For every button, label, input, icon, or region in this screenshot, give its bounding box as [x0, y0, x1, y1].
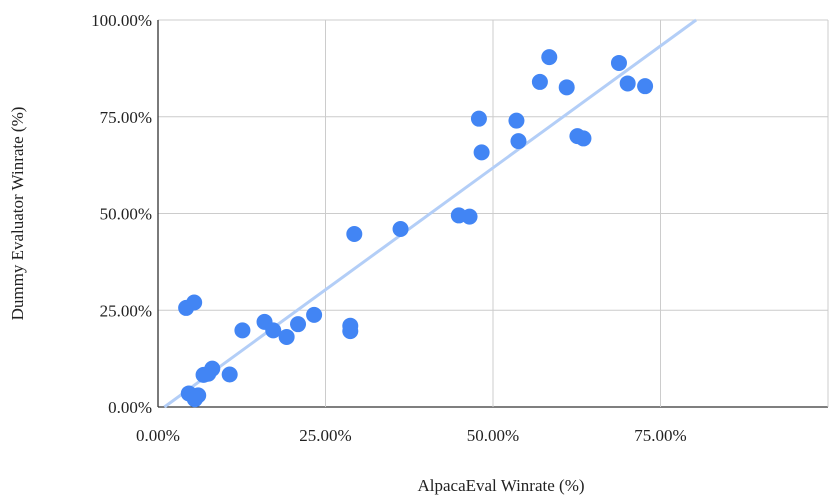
data-point: [186, 294, 203, 311]
data-point: [473, 144, 490, 161]
x-axis-tick-labels: 0.00% 25.00% 50.00% 75.00%: [136, 426, 687, 445]
data-point: [558, 79, 575, 96]
y-tick-label: 50.00%: [100, 205, 152, 224]
y-axis-title: Dummy Evaluator Winrate (%): [8, 107, 27, 321]
x-tick-label: 50.00%: [467, 426, 519, 445]
data-point: [470, 110, 487, 127]
y-tick-label: 0.00%: [108, 398, 152, 417]
y-tick-label: 100.00%: [91, 11, 152, 30]
x-axis-title: AlpacaEval Winrate (%): [417, 476, 584, 495]
data-point: [306, 306, 323, 323]
x-tick-label: 0.00%: [136, 426, 180, 445]
data-point: [278, 328, 295, 345]
grid-layer: [157, 19, 829, 408]
x-tick-label: 25.00%: [299, 426, 351, 445]
data-point: [290, 316, 307, 333]
data-point: [342, 323, 359, 340]
data-point: [619, 75, 636, 92]
data-point: [508, 112, 525, 129]
y-axis-tick-labels: 0.00% 25.00% 50.00% 75.00% 100.00%: [91, 11, 152, 417]
data-point: [637, 78, 654, 95]
data-point: [531, 73, 548, 90]
data-point: [221, 366, 238, 383]
trendline: [163, 18, 698, 409]
data-point: [541, 49, 558, 66]
y-tick-label: 25.00%: [100, 301, 152, 320]
data-point: [190, 387, 207, 404]
y-tick-label: 75.00%: [100, 108, 152, 127]
data-point: [510, 133, 527, 150]
data-point: [461, 208, 478, 225]
data-point: [346, 226, 363, 243]
data-point: [392, 220, 409, 237]
x-tick-label: 75.00%: [634, 426, 686, 445]
data-point: [204, 360, 221, 377]
data-points: [178, 49, 654, 408]
data-point: [234, 322, 251, 339]
data-point: [265, 322, 282, 339]
data-point: [575, 130, 592, 147]
data-point: [610, 54, 627, 71]
